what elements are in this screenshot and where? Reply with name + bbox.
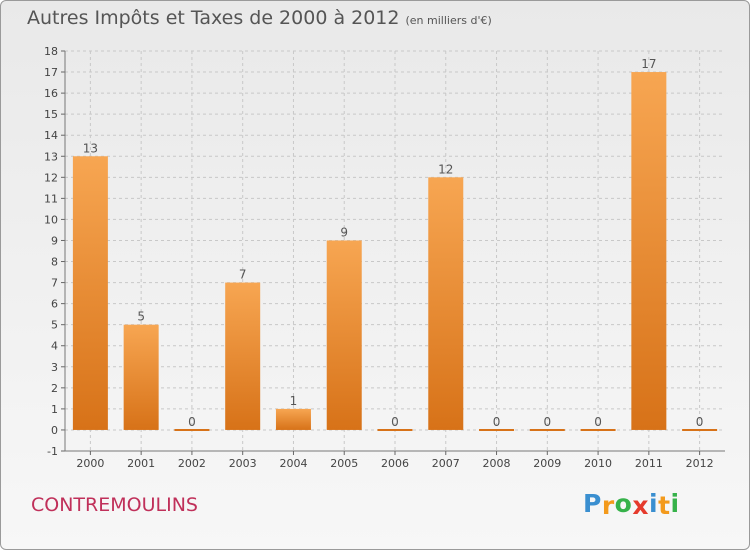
y-tick-label: 12 <box>44 171 58 184</box>
y-tick-label: 15 <box>44 108 58 121</box>
y-tick-label: 9 <box>51 234 58 247</box>
y-tick-label: 2 <box>51 382 58 395</box>
value-label-2011: 17 <box>641 57 656 71</box>
logo-letter: r <box>601 491 615 520</box>
x-tick-label-2000: 2000 <box>76 457 104 470</box>
y-tick-label: 8 <box>51 256 58 269</box>
bar-2011 <box>631 72 667 430</box>
y-tick-label: 10 <box>44 213 58 226</box>
labels: 13 2000 5 2001 0 2002 7 2003 1 2004 9 2005 0 2006 12 20… <box>76 57 713 470</box>
logo-letter: o <box>614 489 633 518</box>
bar-2000 <box>72 156 108 430</box>
x-tick-label-2009: 2009 <box>533 457 561 470</box>
x-tick-label-2002: 2002 <box>178 457 206 470</box>
bar-2003 <box>225 282 261 430</box>
chart-unit: (en milliers d'€) <box>405 14 492 27</box>
x-tick-label-2012: 2012 <box>686 457 714 470</box>
bar-2001 <box>123 324 159 430</box>
x-tick-label-2001: 2001 <box>127 457 155 470</box>
y-tick-label: 0 <box>51 424 58 437</box>
y-tick-label: -1 <box>47 445 58 458</box>
y-tick-label: 18 <box>44 45 58 58</box>
y-tick-label: 11 <box>44 192 58 205</box>
y-tick-label: 5 <box>51 319 58 332</box>
y-tick-label: 13 <box>44 150 58 163</box>
x-tick-label-2004: 2004 <box>279 457 307 470</box>
value-label-2009: 0 <box>543 415 551 429</box>
logo-letter: i <box>649 489 659 518</box>
chart-title: Autres Impôts et Taxes de 2000 à 2012 (en… <box>27 7 492 29</box>
y-tick-label: 6 <box>51 298 58 311</box>
proxiti-logo[interactable]: Proxiti <box>583 489 680 520</box>
x-tick-label-2010: 2010 <box>584 457 612 470</box>
x-tick-label-2003: 2003 <box>229 457 257 470</box>
bar-2005 <box>326 240 362 430</box>
y-tick-label: 4 <box>51 340 58 353</box>
value-label-2001: 5 <box>137 310 145 324</box>
y-tick-label: 1 <box>51 403 58 416</box>
value-label-2008: 0 <box>493 415 501 429</box>
x-tick-label-2005: 2005 <box>330 457 358 470</box>
value-label-2006: 0 <box>391 415 399 429</box>
x-tick-label-2006: 2006 <box>381 457 409 470</box>
y-tick-label: 17 <box>44 66 58 79</box>
logo-letter: P <box>583 489 602 518</box>
town-name: CONTREMOULINS <box>31 494 198 516</box>
value-label-2000: 13 <box>83 141 98 155</box>
y-tick-label: 16 <box>44 87 58 100</box>
bar-2004 <box>275 408 311 430</box>
value-label-2010: 0 <box>594 415 602 429</box>
x-tick-label-2007: 2007 <box>432 457 460 470</box>
value-label-2005: 9 <box>340 225 348 239</box>
y-tick-label: 7 <box>51 277 58 290</box>
bars <box>72 72 718 431</box>
logo-letter: i <box>670 489 680 518</box>
value-label-2007: 12 <box>438 162 453 176</box>
value-label-2003: 7 <box>239 268 247 282</box>
y-tick-label: 3 <box>51 361 58 374</box>
value-label-2012: 0 <box>696 415 704 429</box>
chart-title-text: Autres Impôts et Taxes de 2000 à 2012 <box>27 7 400 29</box>
value-label-2004: 1 <box>290 394 298 408</box>
x-tick-label-2011: 2011 <box>635 457 663 470</box>
logo-letter: x <box>632 491 649 520</box>
bar-2007 <box>428 177 464 430</box>
y-tick-label: 14 <box>44 129 58 142</box>
value-label-2002: 0 <box>188 415 196 429</box>
grid <box>65 50 725 452</box>
logo-letter: t <box>658 491 671 520</box>
x-tick-label-2008: 2008 <box>483 457 511 470</box>
